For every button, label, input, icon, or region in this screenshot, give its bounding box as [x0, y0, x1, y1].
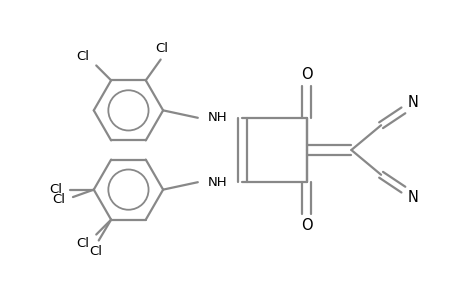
Text: Cl: Cl	[52, 193, 66, 206]
Text: NH: NH	[207, 111, 227, 124]
Text: Cl: Cl	[50, 183, 62, 196]
Text: Cl: Cl	[155, 42, 168, 55]
Text: Cl: Cl	[90, 245, 102, 258]
Text: NH: NH	[207, 176, 227, 189]
Text: Cl: Cl	[76, 237, 89, 250]
Text: N: N	[407, 95, 418, 110]
Text: O: O	[300, 218, 312, 233]
Text: O: O	[300, 67, 312, 82]
Text: N: N	[407, 190, 418, 205]
Text: Cl: Cl	[76, 50, 89, 63]
